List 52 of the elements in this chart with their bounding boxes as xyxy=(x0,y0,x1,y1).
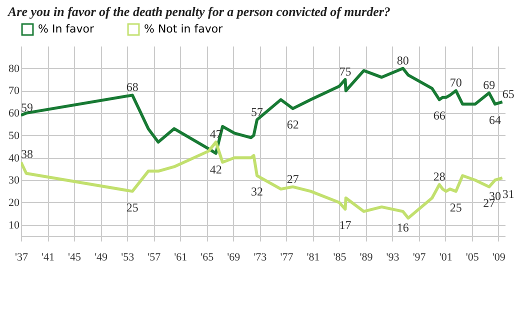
data-label: 16 xyxy=(396,220,409,234)
data-label: 69 xyxy=(483,78,496,92)
data-label: 25 xyxy=(450,200,462,214)
y-tick-label: 60 xyxy=(8,108,20,120)
x-tick-label: '73 xyxy=(254,252,268,264)
x-tick-label: '01 xyxy=(439,252,452,264)
x-tick-label: '09 xyxy=(492,252,506,264)
line-series xyxy=(21,140,504,220)
data-label: 38 xyxy=(21,147,33,162)
x-tick-label: '41 xyxy=(42,252,55,264)
x-tick-label: '85 xyxy=(333,252,347,264)
data-label: 17 xyxy=(339,218,352,232)
data-label: 62 xyxy=(286,118,299,132)
data-label: 65 xyxy=(502,86,514,101)
x-tick-label: '65 xyxy=(200,252,214,264)
legend-label: % In favor xyxy=(38,22,95,36)
data-label: 70 xyxy=(450,76,462,90)
y-tick-label: 80 xyxy=(8,62,20,75)
x-tick-label: '77 xyxy=(280,252,294,264)
data-label: 75 xyxy=(339,64,352,79)
y-tick-label: 70 xyxy=(8,85,20,98)
x-tick-label: '89 xyxy=(360,252,374,264)
chart-title: Are you in favor of the death penalty for a person convicted of murder? xyxy=(7,4,391,19)
y-tick-label: 10 xyxy=(8,219,20,232)
y-tick-label: 50 xyxy=(8,130,20,142)
data-label: 42 xyxy=(210,162,222,176)
data-label: 28 xyxy=(433,170,446,184)
data-label: 32 xyxy=(251,184,264,199)
x-tick-label: '97 xyxy=(412,252,426,264)
x-tick-label: '49 xyxy=(94,252,108,264)
y-tick-label: 30 xyxy=(8,174,20,187)
x-tick-label: '53 xyxy=(121,252,135,264)
data-label: 31 xyxy=(502,186,514,201)
data-label: 68 xyxy=(126,80,138,94)
data-label: 27 xyxy=(286,172,299,186)
x-tick-label: '57 xyxy=(148,252,162,264)
x-tick-label: '81 xyxy=(306,252,320,264)
data-label: 59 xyxy=(21,100,33,114)
legend-label: % Not in favor xyxy=(144,22,224,36)
data-label: 57 xyxy=(251,104,264,119)
data-label: 25 xyxy=(126,200,138,214)
y-tick-label: 20 xyxy=(8,196,20,209)
data-label: 80 xyxy=(396,53,409,68)
data-label: 66 xyxy=(433,108,446,123)
x-tick-label: '37 xyxy=(15,252,28,264)
x-tick-label: '61 xyxy=(174,252,188,264)
x-tick-label: '93 xyxy=(386,252,400,264)
x-tick-label: '45 xyxy=(68,252,82,264)
x-tick-label: '05 xyxy=(466,252,480,264)
x-tick-label: '69 xyxy=(227,252,241,264)
y-tick-label: 40 xyxy=(8,152,20,164)
data-label: 64 xyxy=(489,113,502,128)
